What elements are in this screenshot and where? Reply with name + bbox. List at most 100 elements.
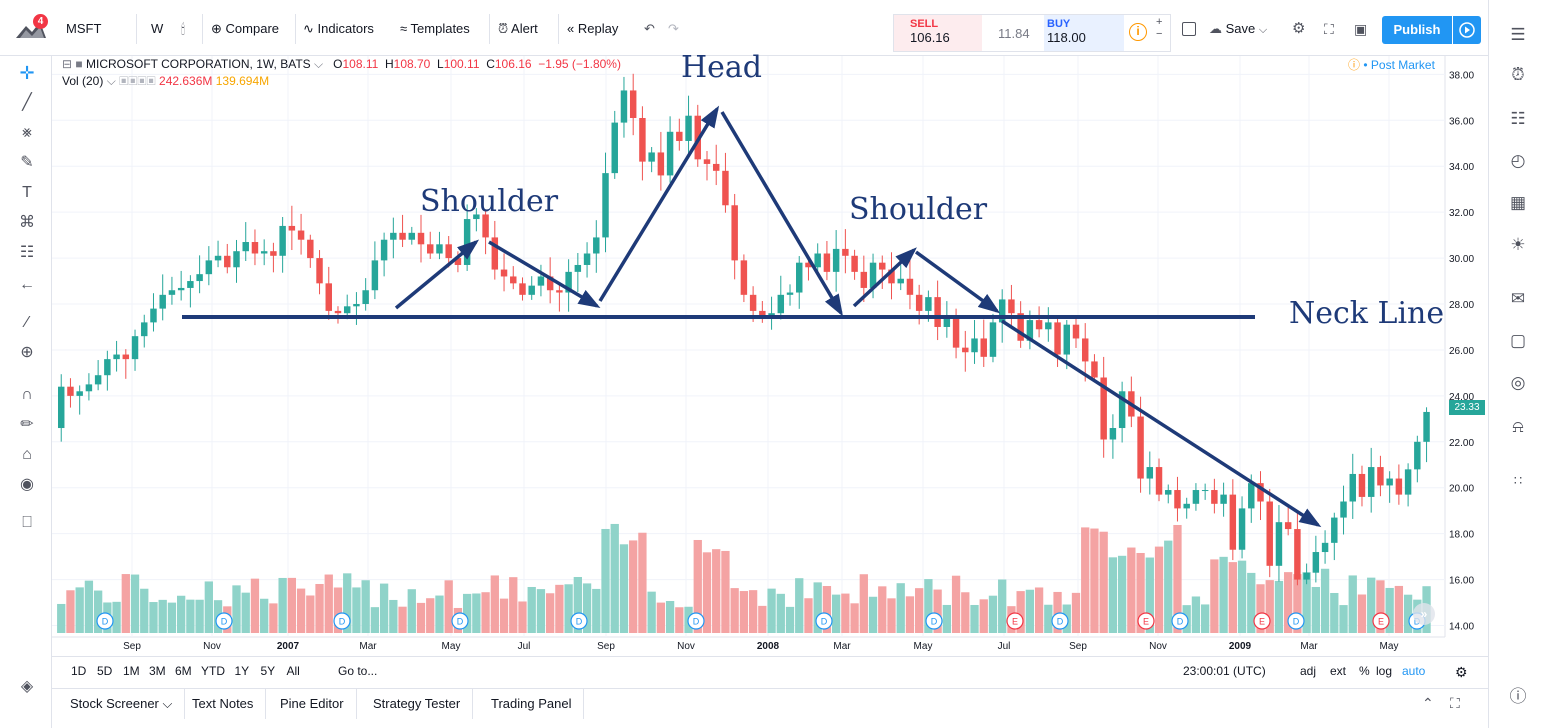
range-button-1y[interactable]: 1Y <box>234 664 250 678</box>
fullscreen-icon[interactable]: ⛶ <box>1324 21 1334 37</box>
pattern-arrow[interactable] <box>488 240 601 309</box>
earnings-marker[interactable]: E <box>1372 612 1390 630</box>
goto-button[interactable]: Go to... <box>338 664 378 678</box>
hotlist-icon[interactable]: ◴ <box>1510 151 1526 170</box>
post-market-indicator[interactable]: ⓘ • Post Market <box>1348 56 1435 73</box>
scale-option-percent[interactable]: % <box>1359 664 1370 678</box>
dividend-marker[interactable]: D <box>925 612 943 630</box>
publish-button[interactable]: Publish <box>1382 16 1452 44</box>
scroll-right-button[interactable]: » <box>1413 603 1435 625</box>
collapse-icon[interactable]: ⊟ ■ <box>62 57 83 71</box>
range-button-5d[interactable]: 5D <box>97 664 113 678</box>
symbol-search-button[interactable]: MSFT <box>66 21 102 36</box>
alert-button[interactable]: ⏰︎ Alert <box>498 18 538 40</box>
tab-stock-screener[interactable]: Stock Screener ⌵ <box>58 689 186 719</box>
dividend-marker[interactable]: D <box>451 612 469 630</box>
notification-badge[interactable]: 4 <box>33 14 48 29</box>
chevron-up-icon[interactable]: ⌃ <box>1422 695 1434 711</box>
sell-button[interactable]: SELL 106.16 <box>894 15 982 51</box>
brush-icon[interactable]: ✎ <box>20 154 34 171</box>
utc-clock[interactable]: 23:00:01 (UTC) <box>1183 664 1266 678</box>
ruler-icon[interactable]: ∕ <box>25 314 29 331</box>
pattern-arrow[interactable] <box>720 111 844 317</box>
indicators-button[interactable]: ∿ Indicators <box>303 18 374 40</box>
range-button-1d[interactable]: 1D <box>71 664 87 678</box>
bell-icon[interactable]: ⍾ <box>1512 417 1524 436</box>
pattern-icon[interactable]: ⌘ <box>19 214 35 231</box>
eye-icon[interactable]: ◉ <box>20 476 34 493</box>
publish-menu-button[interactable] <box>1453 16 1481 44</box>
interval-button[interactable]: W <box>151 21 164 36</box>
quantity-stepper[interactable]: + − <box>1156 16 1163 40</box>
dividend-marker[interactable]: D <box>687 612 705 630</box>
chart-pane[interactable]: 38.00 36.00 34.00 32.00 30.00 28.00 26.00 24.00… <box>52 50 1488 656</box>
chat-bubble-icon[interactable]: ▢ <box>1509 331 1527 350</box>
layout-square-icon[interactable] <box>1182 22 1196 36</box>
tab-strategy-tester[interactable]: Strategy Tester <box>361 689 474 719</box>
range-button-3m[interactable]: 3M <box>149 664 166 678</box>
pattern-arrow[interactable] <box>1001 319 1322 528</box>
chats-icon[interactable]: ✉︎ <box>1510 289 1526 308</box>
help-icon[interactable]: ⓘ <box>1509 687 1527 706</box>
dividend-marker[interactable]: D <box>570 612 588 630</box>
info-icon[interactable]: i <box>1129 23 1147 41</box>
scale-option-log[interactable]: log <box>1376 664 1393 678</box>
pattern-arrow[interactable] <box>394 239 480 310</box>
back-arrow-icon[interactable]: ← <box>19 276 35 293</box>
ideas-icon[interactable]: ☀︎ <box>1510 235 1526 254</box>
range-button-6m[interactable]: 6M <box>175 664 192 678</box>
indicator-controls-icon[interactable]: ▣▣▣▣ <box>119 74 156 88</box>
buy-button[interactable]: BUY 118.00 <box>1044 15 1124 51</box>
range-button-1m[interactable]: 1M <box>123 664 140 678</box>
dividend-marker[interactable]: D <box>333 612 351 630</box>
scale-option-auto[interactable]: auto <box>1402 664 1426 678</box>
camera-icon[interactable]: ▣ <box>1354 21 1368 37</box>
dividend-marker[interactable]: D <box>1287 612 1305 630</box>
pitchfork-icon[interactable]: ⨳ <box>22 124 32 141</box>
dots-grid-icon[interactable]: ∷ <box>1513 473 1523 488</box>
dividend-marker[interactable]: D <box>815 612 833 630</box>
text-tool-icon[interactable]: T <box>22 184 32 201</box>
alarm-clock-icon[interactable]: ⏰︎ <box>1511 65 1525 84</box>
chevron-down-icon[interactable]: ⌵ <box>106 74 116 88</box>
tab-pine-editor[interactable]: Pine Editor <box>268 689 357 719</box>
save-button[interactable]: ☁︎ Save ⌵ <box>1209 18 1267 40</box>
pattern-arrow[interactable] <box>598 105 720 302</box>
chevron-down-icon[interactable]: ⌵ <box>314 57 324 71</box>
replay-button[interactable]: « Replay <box>567 18 618 40</box>
dividend-marker[interactable]: D <box>1171 612 1189 630</box>
trash-icon[interactable]: ⎕ <box>22 514 32 531</box>
gear-icon[interactable]: ⚙︎ <box>1292 20 1306 37</box>
pattern-arrow[interactable] <box>852 247 917 308</box>
lock-drawing-icon[interactable]: ✏ <box>20 416 34 433</box>
tab-text-notes[interactable]: Text Notes <box>180 689 267 719</box>
range-button-all[interactable]: All <box>286 664 300 678</box>
scale-option-ext[interactable]: ext <box>1330 664 1347 678</box>
dividend-marker[interactable]: D <box>1051 612 1069 630</box>
maximize-icon[interactable]: ⛶ <box>1450 695 1460 711</box>
tab-trading-panel[interactable]: Trading Panel <box>479 689 585 719</box>
earnings-marker[interactable]: E <box>1006 612 1024 630</box>
data-window-icon[interactable]: ☷ <box>1510 109 1526 128</box>
range-button-ytd[interactable]: YTD <box>201 664 225 678</box>
candle-style-icon[interactable]: 🕯︎ <box>181 21 185 37</box>
magnet-icon[interactable]: ∩ <box>21 386 33 403</box>
templates-button[interactable]: ≈ Templates <box>400 18 470 40</box>
undo-icon[interactable]: ↶ <box>644 21 655 36</box>
unlock-icon[interactable]: ⌂ <box>22 446 32 463</box>
broadcast-icon[interactable]: ◎ <box>1510 373 1526 392</box>
trend-line-icon[interactable]: ╱ <box>22 94 32 111</box>
scale-option-adj[interactable]: adj <box>1300 664 1317 678</box>
earnings-marker[interactable]: E <box>1253 612 1271 630</box>
watchlist-icon[interactable]: ☰ <box>1510 25 1526 44</box>
zoom-in-icon[interactable]: ⊕ <box>20 344 34 361</box>
compare-button[interactable]: ⊕ Compare <box>211 18 279 40</box>
gear-icon[interactable]: ⚙︎ <box>1455 664 1468 680</box>
redo-icon[interactable]: ↷ <box>668 21 679 36</box>
price-chart[interactable]: 38.00 36.00 34.00 32.00 30.00 28.00 26.00 24.00… <box>52 56 1488 656</box>
crosshair-icon[interactable]: ✛ <box>19 63 35 83</box>
prediction-icon[interactable]: ☷ <box>19 244 35 261</box>
range-button-5y[interactable]: 5Y <box>260 664 276 678</box>
calendar-icon[interactable]: ▦ <box>1509 193 1527 212</box>
pattern-arrow[interactable] <box>914 250 1001 314</box>
